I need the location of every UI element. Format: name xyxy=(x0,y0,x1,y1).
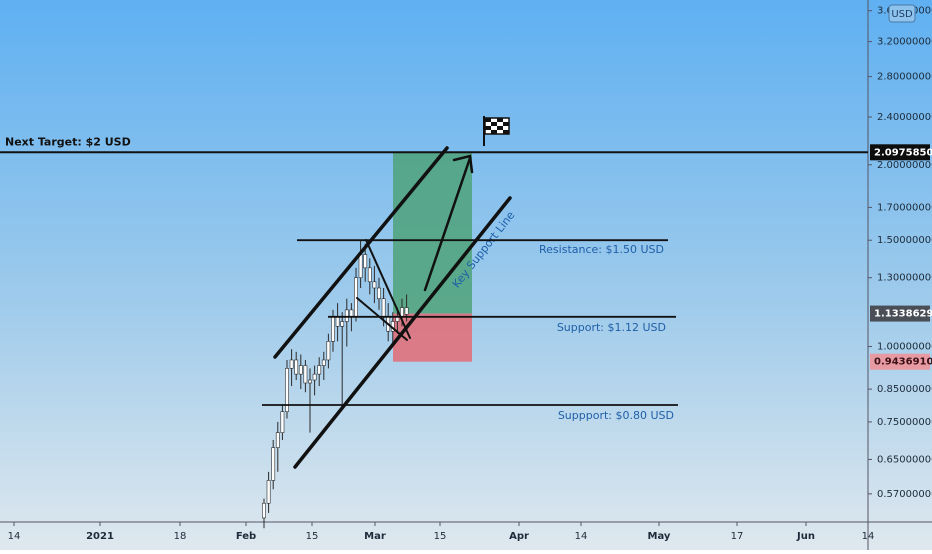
candle-body xyxy=(335,316,340,327)
candle-body xyxy=(363,254,368,269)
candle-body xyxy=(312,373,317,381)
x-tick-label: 17 xyxy=(731,531,744,542)
price-badge xyxy=(870,144,930,161)
candle-body xyxy=(308,379,312,384)
y-tick-label: 0.65000000 xyxy=(877,454,932,465)
drawings xyxy=(273,146,512,469)
level-label: Support: $1.12 USD xyxy=(557,321,666,334)
x-tick-label: 14 xyxy=(575,531,588,542)
price-badge-label: 2.09758506 xyxy=(874,147,932,158)
channel-lower xyxy=(293,196,512,469)
wedge-line xyxy=(356,297,408,341)
y-tick-label: 1.00000000 xyxy=(877,342,932,353)
y-tick-label: 0.85000000 xyxy=(877,384,932,395)
stop-zone xyxy=(393,313,472,362)
levels: Next Target: $2 USD Resistance: $1.50 USD… xyxy=(0,135,868,422)
x-tick-label: Jun xyxy=(796,531,815,542)
candle-body xyxy=(294,359,299,375)
price-badge-label: 1.13386298 xyxy=(874,309,932,320)
level-label: Suppport: $0.80 USD xyxy=(558,409,674,422)
x-tick-label: 2021 xyxy=(86,531,114,542)
x-tick-label: Feb xyxy=(236,531,256,542)
y-tick-label: 2.00000000 xyxy=(877,160,932,171)
candle-body xyxy=(275,432,280,448)
candle-body xyxy=(381,298,386,318)
candle-body xyxy=(266,480,271,504)
x-tick-label: 18 xyxy=(174,531,187,542)
arrow-head xyxy=(452,154,474,174)
x-tick-label: Mar xyxy=(364,531,386,542)
y-tick-label: 0.75000000 xyxy=(877,417,932,428)
candle-body xyxy=(321,359,326,366)
candle-body xyxy=(372,281,377,289)
channel-upper xyxy=(273,146,449,359)
x-tick-label: 15 xyxy=(434,531,447,542)
x-tick-label: Apr xyxy=(509,531,529,542)
price-badge-label: 0.94369109 xyxy=(874,357,932,368)
currency-badge[interactable] xyxy=(888,4,916,23)
target-zone xyxy=(393,152,472,314)
y-tick-label: 1.70000000 xyxy=(877,202,932,213)
candle-body xyxy=(317,365,322,375)
level-label: Resistance: $1.50 USD xyxy=(539,243,664,256)
candle-body xyxy=(303,365,308,384)
candle-body xyxy=(367,267,372,283)
candle-body xyxy=(404,307,409,315)
candle-body xyxy=(262,502,266,519)
candle-body xyxy=(340,321,345,327)
candle-body xyxy=(271,447,276,481)
price-badge xyxy=(870,305,930,322)
x-tick-label: 15 xyxy=(306,531,319,542)
y-tick-label: 1.30000000 xyxy=(877,273,932,284)
x-tick-label: May xyxy=(648,531,671,542)
candle-body xyxy=(289,359,294,369)
candle-body xyxy=(358,254,363,279)
arrow-shaft xyxy=(423,156,472,292)
y-tick-label: 3.20000000 xyxy=(877,37,932,48)
y-tick-label: 2.80000000 xyxy=(877,72,932,83)
y-tick-label: 0.57000000 xyxy=(877,489,932,500)
candle-body xyxy=(298,365,303,375)
candle-body xyxy=(377,287,381,300)
candle-body xyxy=(285,368,289,412)
flag-icon xyxy=(483,116,510,146)
wedge-line xyxy=(365,239,411,339)
x-tick-label: 14 xyxy=(8,531,21,542)
candle-body xyxy=(280,411,285,433)
position-box xyxy=(393,152,472,362)
price-badge xyxy=(870,353,930,370)
candle-body xyxy=(344,309,349,322)
candle-body xyxy=(326,341,331,361)
y-tick-label: 2.40000000 xyxy=(877,112,932,123)
x-tick-label: 14 xyxy=(862,531,875,542)
candle-body xyxy=(331,316,335,342)
axes: 0.57000000 0.65000000 0.75000000 0.85000000… xyxy=(8,6,932,542)
level-label: Next Target: $2 USD xyxy=(5,135,131,148)
currency-label: USD xyxy=(891,9,913,20)
y-tick-label: 1.50000000 xyxy=(877,235,932,246)
candle-body xyxy=(349,309,354,318)
